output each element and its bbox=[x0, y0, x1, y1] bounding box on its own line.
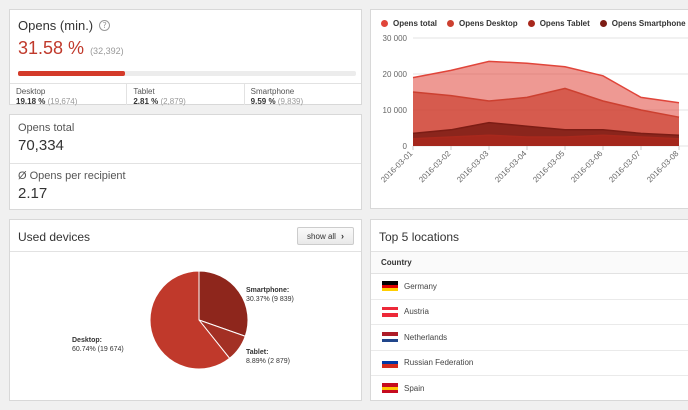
x-tick-label: 2016-03-02 bbox=[417, 149, 453, 185]
location-row: Austria bbox=[371, 300, 688, 325]
breakdown-label: Desktop bbox=[16, 87, 46, 96]
x-tick-label: 2016-03-07 bbox=[607, 149, 643, 185]
opens-total-value: 70,334 bbox=[18, 137, 64, 154]
location-row: Russian Federation bbox=[371, 351, 688, 376]
y-tick-label: 0 bbox=[403, 142, 408, 151]
divider bbox=[10, 163, 361, 164]
x-tick-label: 2016-03-01 bbox=[379, 149, 415, 185]
used-devices-header: Used devices show all › bbox=[10, 220, 361, 252]
legend-item[interactable]: Opens Tablet bbox=[527, 19, 590, 28]
opens-total-label: Opens total bbox=[18, 122, 75, 134]
chevron-right-icon: › bbox=[340, 231, 344, 241]
legend-label: Opens Smartphone bbox=[611, 19, 686, 28]
pie-label-smartphone: Smartphone: 30.37% (9 839) bbox=[246, 287, 294, 303]
opens-total-block: Opens total 70,334 bbox=[18, 122, 74, 154]
location-row: Spain bbox=[371, 376, 688, 400]
x-tick-label: 2016-03-06 bbox=[569, 149, 605, 185]
top-locations-title: Top 5 locations bbox=[379, 230, 460, 244]
legend-item[interactable]: Opens Smartphone bbox=[599, 19, 686, 28]
flag-icon bbox=[382, 281, 398, 292]
top-locations-card: Top 5 locations Country Germany Austria Ne… bbox=[370, 219, 688, 401]
breakdown-value: 19.18 % (19,674) bbox=[16, 97, 78, 106]
opens-rate-count: (32,392) bbox=[90, 46, 124, 56]
legend-item[interactable]: Opens Desktop bbox=[447, 19, 518, 28]
breakdown-tablet: Tablet 2.81 % (2,879) bbox=[127, 84, 245, 106]
location-name: Germany bbox=[404, 281, 437, 291]
chart-legend: Opens total Opens Desktop Opens Tablet Open… bbox=[381, 19, 688, 28]
used-devices-title: Used devices bbox=[18, 230, 91, 244]
x-tick-label: 2016-03-05 bbox=[531, 149, 567, 185]
legend-dot-icon bbox=[381, 20, 388, 27]
flag-icon bbox=[382, 357, 398, 368]
breakdown-value: 9.59 % (9,839) bbox=[250, 97, 304, 106]
legend-label: Opens total bbox=[393, 19, 438, 28]
series-line bbox=[412, 121, 680, 136]
legend-label: Opens Tablet bbox=[539, 19, 590, 28]
question-circle-icon[interactable]: ? bbox=[99, 20, 111, 31]
per-recipient-value: 2.17 bbox=[18, 185, 48, 202]
opens-rate: 31.58 % (32,392) bbox=[18, 38, 124, 59]
pie-label-tablet: Tablet: 8.89% (2 879) bbox=[246, 349, 290, 365]
series-line bbox=[412, 134, 680, 140]
per-recipient-block: Ø Opens per recipient 2.17 bbox=[18, 170, 126, 202]
pie-slice-smartphone[interactable] bbox=[198, 270, 249, 337]
location-row: Germany bbox=[371, 274, 688, 300]
opens-title: Opens (min.) bbox=[18, 18, 94, 33]
opens-timeline-card: Opens total Opens Desktop Opens Tablet Open… bbox=[370, 9, 688, 209]
flag-icon bbox=[382, 332, 398, 343]
x-tick-label: 2016-03-08 bbox=[645, 149, 681, 185]
opens-rate-percent: 31.58 % bbox=[18, 38, 85, 58]
breakdown-value: 2.81 % (2,879) bbox=[133, 97, 186, 106]
totals-card: Opens total 70,334 Ø Opens per recipient… bbox=[9, 114, 362, 210]
y-tick-label: 30 000 bbox=[383, 34, 408, 43]
opens-progress-fill bbox=[18, 71, 125, 76]
breakdown-label: Tablet bbox=[133, 87, 155, 96]
opens-header: Opens (min.) ? bbox=[18, 18, 111, 33]
pie-slice-desktop[interactable] bbox=[149, 270, 231, 370]
legend-dot-icon bbox=[599, 20, 607, 27]
x-tick-label: 2016-03-04 bbox=[493, 149, 529, 185]
flag-icon bbox=[382, 306, 398, 317]
country-column-header: Country bbox=[371, 252, 688, 274]
series-line bbox=[412, 87, 680, 118]
location-row: Netherlands bbox=[371, 325, 688, 351]
location-name: Netherlands bbox=[404, 332, 448, 342]
location-name: Austria bbox=[404, 307, 429, 317]
opens-card: Opens (min.) ? 31.58 % (32,392) Desktop … bbox=[9, 9, 362, 106]
y-tick-label: 20 000 bbox=[383, 70, 408, 79]
legend-label: Opens Desktop bbox=[459, 19, 518, 28]
top-locations-header: Top 5 locations bbox=[371, 220, 688, 252]
location-name: Spain bbox=[404, 383, 425, 393]
legend-dot-icon bbox=[447, 20, 455, 27]
breakdown-desktop: Desktop 19.18 % (19,674) bbox=[10, 84, 128, 106]
breakdown-smartphone: Smartphone 9.59 % (9,839) bbox=[245, 84, 361, 106]
breakdown-label: Smartphone bbox=[250, 87, 295, 96]
legend-dot-icon bbox=[527, 20, 535, 27]
x-tick-label: 2016-03-03 bbox=[455, 149, 491, 185]
devices-pie-chart bbox=[149, 270, 249, 370]
opens-progress-bar bbox=[18, 71, 356, 76]
area-series[interactable] bbox=[413, 135, 679, 146]
show-all-button[interactable]: show all › bbox=[297, 227, 354, 245]
opens-breakdown: Desktop 19.18 % (19,674) Tablet 2.81 % (… bbox=[10, 83, 361, 106]
pie-label-desktop: Desktop: 60.74% (19 674) bbox=[72, 337, 124, 353]
y-tick-label: 10 000 bbox=[383, 106, 408, 115]
legend-item[interactable]: Opens total bbox=[381, 19, 437, 28]
locations-list: Germany Austria Netherlands Russian Federat… bbox=[371, 274, 688, 400]
used-devices-card: Used devices show all › Smartphone: 30.3… bbox=[9, 219, 362, 401]
series-line bbox=[412, 60, 680, 104]
flag-icon bbox=[382, 383, 398, 394]
location-name: Russian Federation bbox=[404, 358, 474, 368]
show-all-label: show all bbox=[307, 231, 336, 241]
per-recipient-label: Ø Opens per recipient bbox=[18, 170, 126, 182]
